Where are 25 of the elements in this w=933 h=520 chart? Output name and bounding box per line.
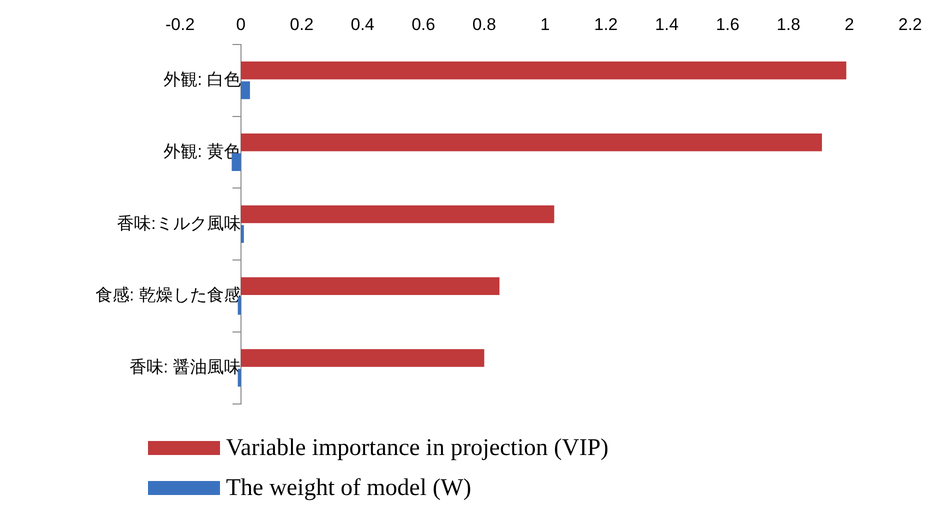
bar xyxy=(240,133,822,152)
bar xyxy=(240,277,500,295)
x-tick-label: 2.2 xyxy=(898,14,922,34)
x-tick-label: 1.6 xyxy=(716,14,740,34)
bar xyxy=(240,205,554,224)
x-tick-label: -0.2 xyxy=(165,14,195,34)
x-tick-label: 1.4 xyxy=(654,14,679,34)
bar xyxy=(240,62,846,80)
bar xyxy=(240,225,244,243)
x-tick-label: 0.6 xyxy=(412,14,436,34)
x-tick-label: 0 xyxy=(236,14,246,34)
x-tick-label: 0.4 xyxy=(350,14,374,34)
x-tick-label: 2 xyxy=(844,14,854,34)
x-tick-label: 0.2 xyxy=(290,14,314,34)
legend-label: The weight of model (W) xyxy=(226,474,472,503)
legend-label: Variable importance in projection (VIP) xyxy=(226,434,609,463)
x-tick-label: 1.8 xyxy=(776,14,800,34)
bar xyxy=(240,349,484,367)
y-tick-label: 香味: 醤油風味 xyxy=(129,358,241,377)
x-tick-label: 1.2 xyxy=(594,14,618,34)
y-tick-label: 外観: 白色 xyxy=(163,70,241,90)
y-tick-label: 香味:ミルク風味 xyxy=(117,214,241,233)
x-tick-label: 1 xyxy=(540,14,550,34)
bar xyxy=(240,81,250,100)
x-tick-label: 0.8 xyxy=(472,14,496,34)
